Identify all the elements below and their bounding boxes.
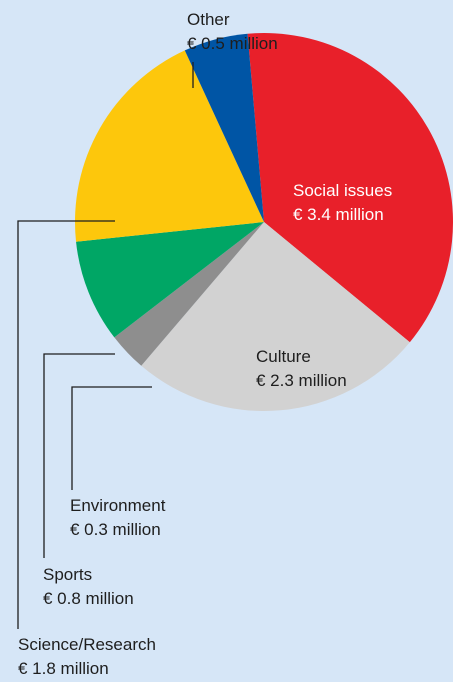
slice-label-science-research: Science/Research: [18, 635, 156, 654]
slice-value-label-environment: € 0.3 million: [70, 520, 161, 539]
leader-line-sports: [43, 353, 115, 558]
pie-slices: [74, 33, 453, 412]
slice-label-culture: Culture: [256, 347, 311, 366]
slice-value-label-social-issues: € 3.4 million: [293, 205, 384, 224]
slice-label-environment: Environment: [70, 496, 166, 515]
slice-label-sports: Sports: [43, 565, 92, 584]
leader-line-environment: [71, 386, 152, 490]
pie-slice-science-research: [74, 50, 265, 242]
slice-label-social-issues: Social issues: [293, 181, 392, 200]
leader-lines: [17, 62, 194, 629]
slice-value-label-other: € 0.5 million: [187, 34, 278, 53]
pie-slice-social-issues: [247, 33, 453, 343]
pie-slice-culture: [141, 222, 410, 412]
slice-value-label-sports: € 0.8 million: [43, 589, 134, 608]
pie-slice-sports: [76, 222, 264, 338]
slice-label-other: Other: [187, 10, 230, 29]
leader-line-science-research: [17, 220, 115, 629]
pie-slice-other: [184, 33, 264, 222]
pie-slice-environment: [114, 222, 264, 366]
slice-value-label-science-research: € 1.8 million: [18, 659, 109, 678]
slice-value-label-culture: € 2.3 million: [256, 371, 347, 390]
slice-labels: Social issues € 3.4 million Culture € 2.3 m…: [18, 10, 392, 678]
